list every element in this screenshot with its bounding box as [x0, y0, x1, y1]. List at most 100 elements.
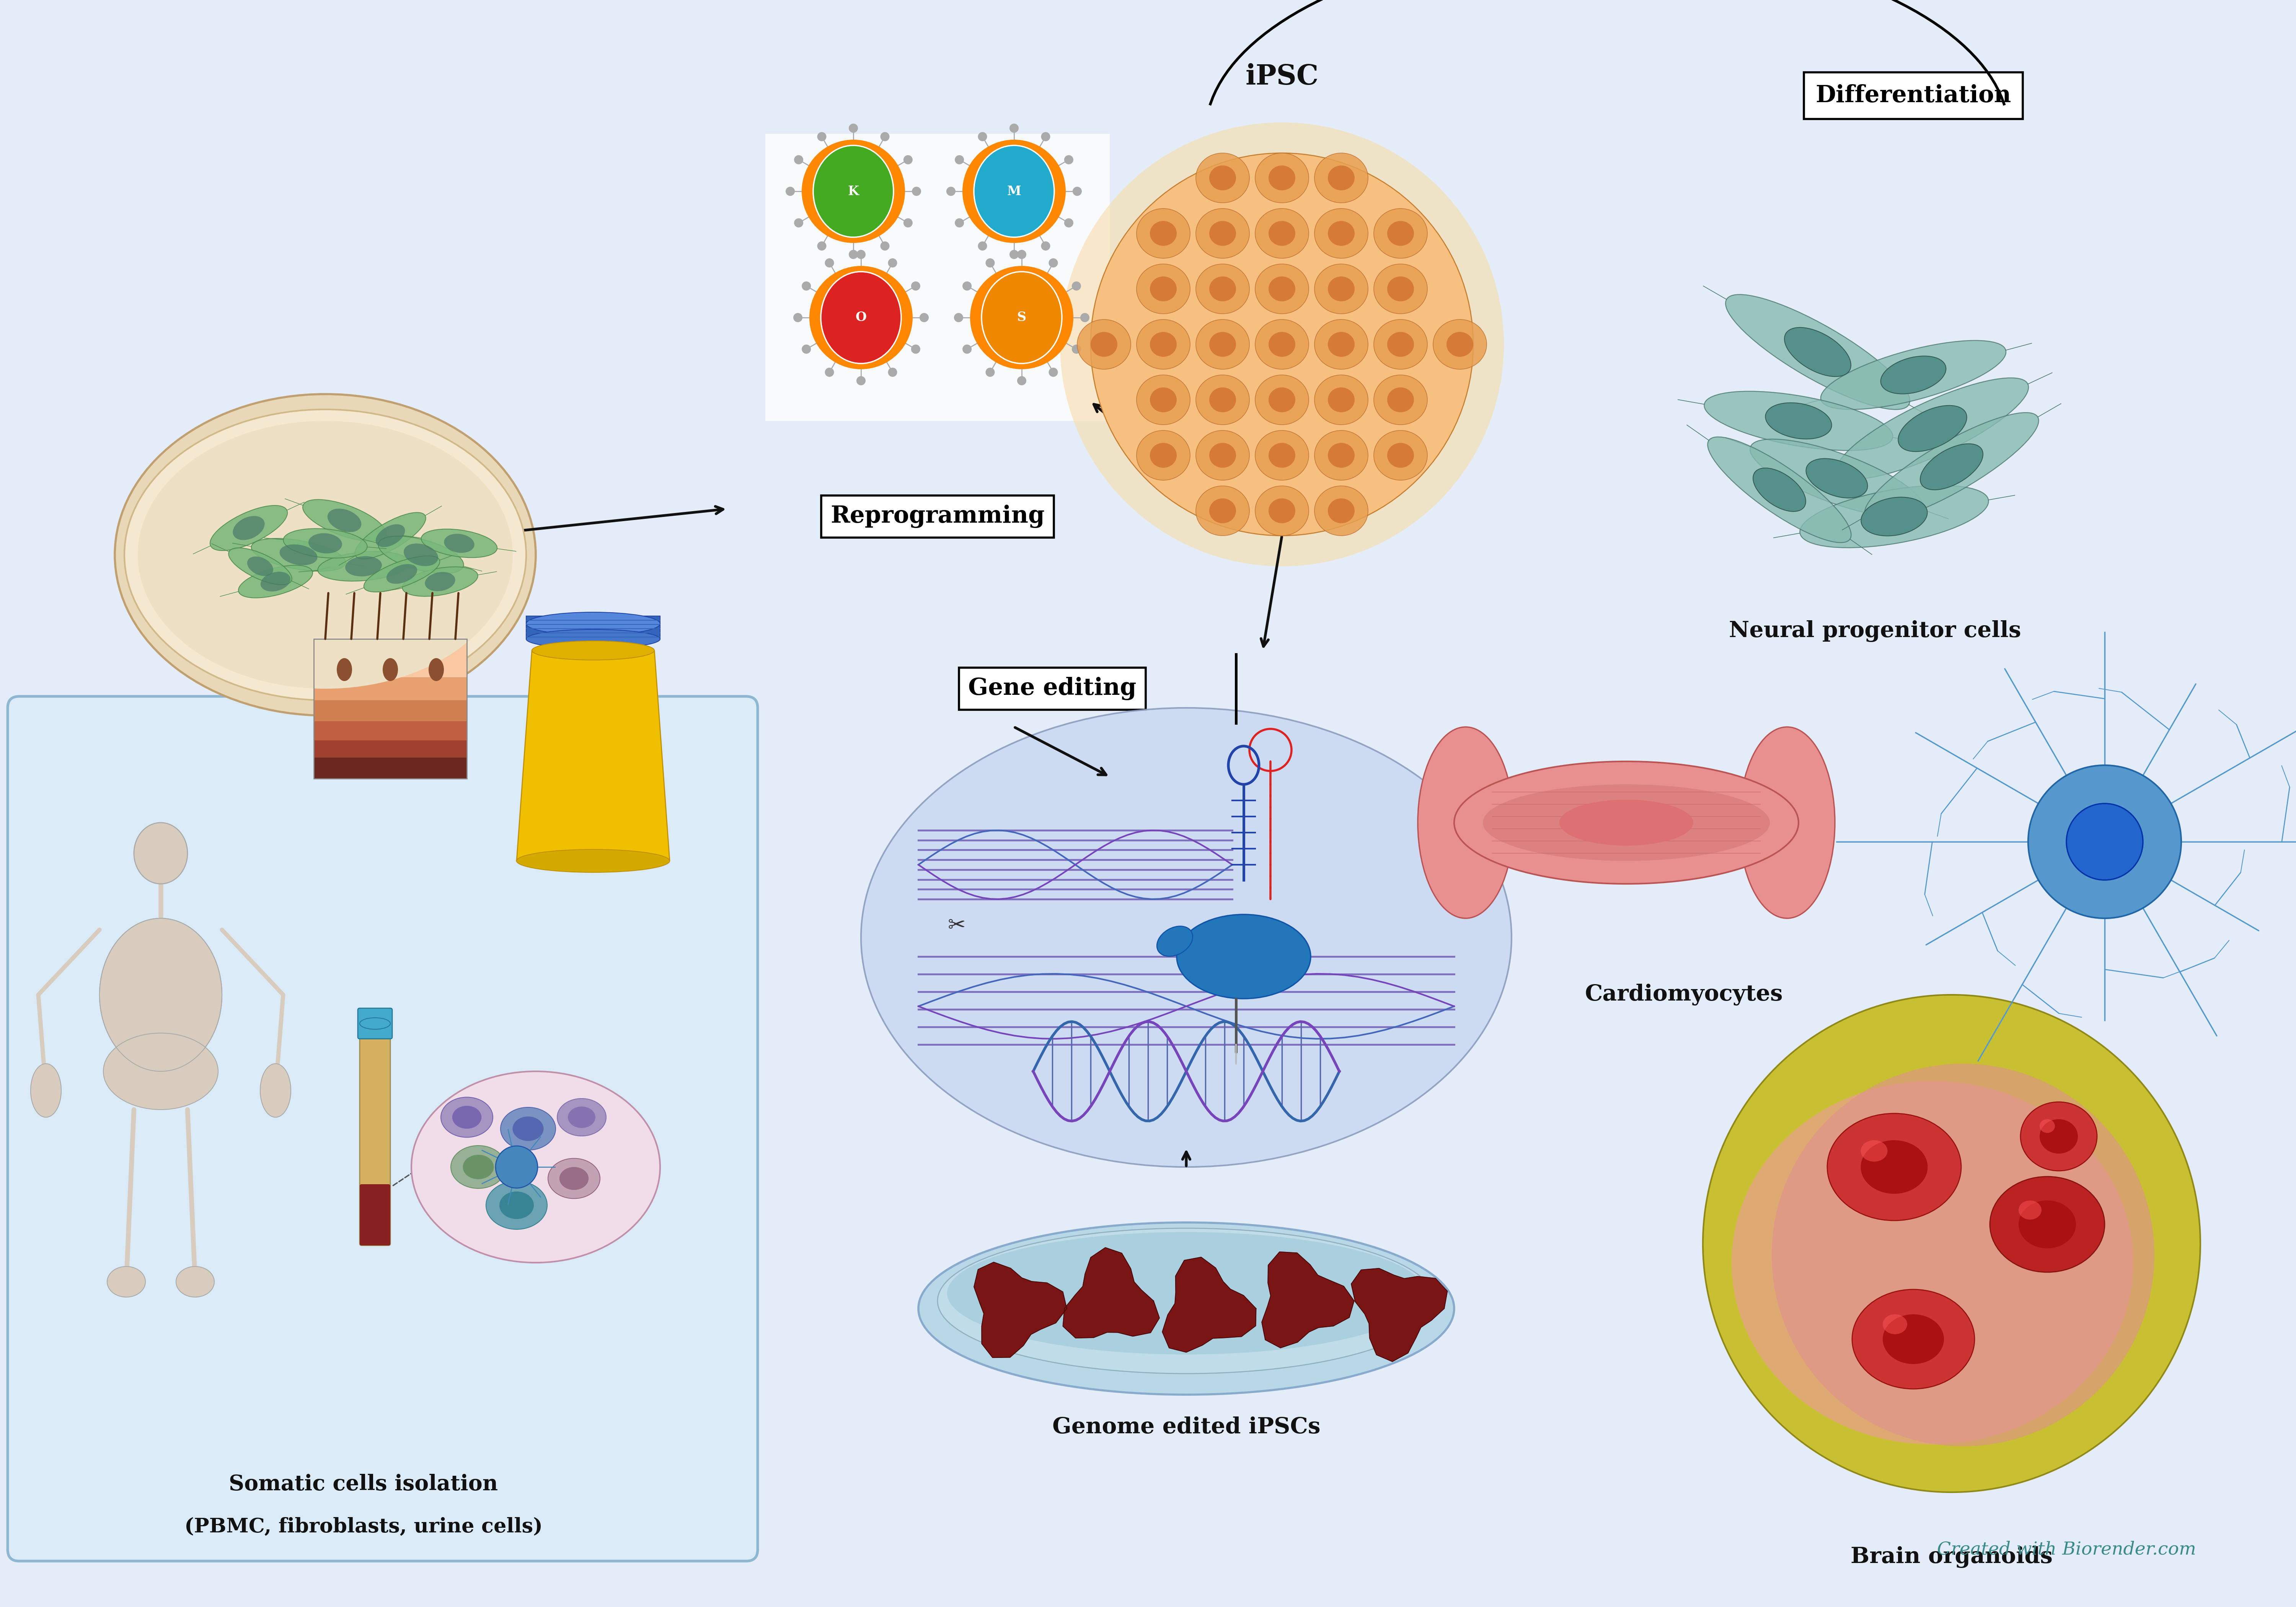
Ellipse shape [1196, 320, 1249, 370]
Ellipse shape [259, 1064, 292, 1117]
Text: Created with Biorender.com: Created with Biorender.com [1938, 1541, 2195, 1559]
Circle shape [1010, 124, 1019, 133]
Ellipse shape [1210, 166, 1235, 190]
Ellipse shape [99, 918, 223, 1072]
Ellipse shape [452, 1106, 482, 1128]
Ellipse shape [441, 1098, 494, 1138]
Ellipse shape [1387, 333, 1414, 357]
Text: K: K [847, 185, 859, 198]
Ellipse shape [209, 506, 287, 551]
Ellipse shape [1137, 320, 1189, 370]
Bar [315, 640, 466, 677]
Ellipse shape [526, 612, 661, 635]
Bar [315, 757, 466, 779]
Ellipse shape [1387, 387, 1414, 413]
Text: Differentiation: Differentiation [1816, 84, 2011, 108]
Circle shape [850, 124, 859, 133]
Ellipse shape [230, 548, 292, 585]
Text: Genome edited iPSCs: Genome edited iPSCs [1052, 1416, 1320, 1438]
Ellipse shape [1256, 431, 1309, 480]
Text: O: O [856, 312, 866, 325]
Circle shape [794, 313, 804, 321]
Ellipse shape [1091, 333, 1118, 357]
Circle shape [962, 281, 971, 291]
Text: Gene editing: Gene editing [969, 677, 1137, 701]
Ellipse shape [1860, 1141, 1887, 1162]
Ellipse shape [280, 545, 317, 566]
Circle shape [879, 241, 889, 251]
Bar [315, 722, 466, 741]
Ellipse shape [344, 556, 381, 577]
Ellipse shape [1313, 374, 1368, 424]
Ellipse shape [2039, 1118, 2055, 1133]
Circle shape [962, 140, 1065, 243]
Ellipse shape [404, 543, 439, 566]
Circle shape [801, 281, 810, 291]
Ellipse shape [411, 1072, 661, 1263]
Ellipse shape [282, 529, 367, 558]
Ellipse shape [328, 509, 360, 532]
Ellipse shape [250, 538, 347, 570]
Circle shape [985, 368, 994, 376]
Ellipse shape [115, 394, 535, 715]
Ellipse shape [1210, 220, 1235, 246]
Bar [315, 741, 466, 757]
Ellipse shape [918, 1223, 1453, 1395]
Text: ✂: ✂ [948, 916, 967, 937]
Circle shape [955, 219, 964, 228]
Ellipse shape [259, 572, 292, 591]
Ellipse shape [138, 421, 512, 689]
Ellipse shape [937, 1228, 1435, 1374]
Ellipse shape [1137, 374, 1189, 424]
Ellipse shape [303, 500, 386, 542]
Circle shape [801, 344, 810, 354]
Ellipse shape [1837, 378, 2027, 479]
Ellipse shape [946, 1233, 1426, 1355]
Bar [315, 677, 466, 701]
Ellipse shape [383, 659, 397, 681]
Ellipse shape [425, 572, 455, 591]
Ellipse shape [402, 567, 478, 596]
Ellipse shape [239, 566, 312, 598]
Ellipse shape [1864, 413, 2039, 521]
Ellipse shape [124, 410, 526, 701]
Ellipse shape [248, 556, 273, 575]
Circle shape [801, 140, 905, 243]
Circle shape [978, 132, 987, 141]
Ellipse shape [2039, 1118, 2078, 1154]
Ellipse shape [1150, 387, 1176, 413]
Ellipse shape [377, 524, 404, 546]
Circle shape [1773, 1064, 2154, 1446]
Polygon shape [1162, 1257, 1256, 1351]
Circle shape [955, 156, 964, 164]
Ellipse shape [1137, 431, 1189, 480]
Ellipse shape [1828, 1114, 1961, 1221]
Circle shape [824, 259, 833, 267]
Ellipse shape [1373, 264, 1428, 313]
Ellipse shape [1483, 784, 1770, 861]
Ellipse shape [1387, 444, 1414, 468]
Ellipse shape [1077, 320, 1130, 370]
Ellipse shape [1196, 264, 1249, 313]
Circle shape [808, 265, 912, 370]
Circle shape [850, 249, 859, 259]
Circle shape [1063, 156, 1072, 164]
Ellipse shape [1731, 1082, 2133, 1445]
Ellipse shape [1727, 294, 1910, 410]
Ellipse shape [1860, 1141, 1929, 1194]
Circle shape [1017, 376, 1026, 386]
Ellipse shape [560, 1167, 588, 1189]
Ellipse shape [1740, 726, 1835, 918]
Ellipse shape [501, 1191, 533, 1220]
Ellipse shape [1417, 726, 1513, 918]
Circle shape [946, 186, 955, 196]
Circle shape [856, 249, 866, 259]
Circle shape [955, 313, 964, 321]
Circle shape [1040, 132, 1049, 141]
Ellipse shape [1807, 458, 1867, 498]
Ellipse shape [1313, 485, 1368, 535]
Ellipse shape [1387, 220, 1414, 246]
Text: Cardiomyocytes: Cardiomyocytes [1584, 983, 1782, 1006]
Ellipse shape [1327, 220, 1355, 246]
Ellipse shape [1313, 209, 1368, 259]
